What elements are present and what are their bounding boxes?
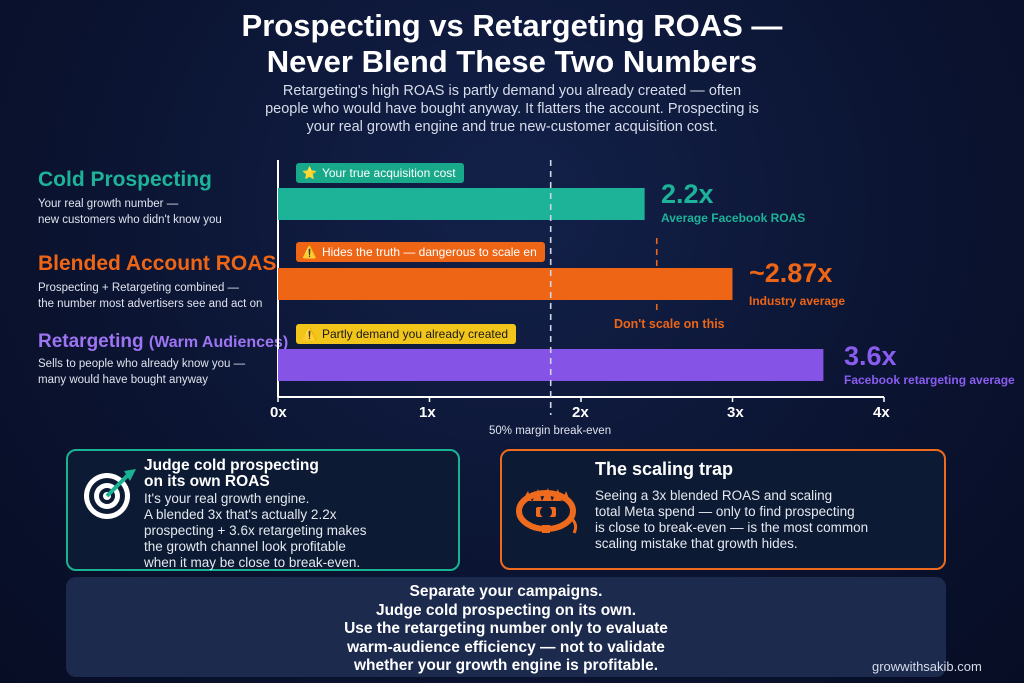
page-title-line2: Never Blend These Two Numbers [266, 44, 758, 79]
row-desc-prospecting-1: Your real growth number — [38, 198, 179, 210]
x-tick-4: 4x [873, 404, 890, 421]
breakeven-label: 50% margin break-even [489, 425, 612, 437]
footer-site: growwithsakib.com [872, 659, 982, 674]
warning-icon: ⚠️ [302, 327, 317, 341]
card-left-title-1: Judge cold prospecting [144, 457, 319, 474]
warning-icon: ⚠️ [302, 245, 317, 259]
row-desc-blended-2: the number most advertisers see and act … [38, 298, 263, 310]
page-title-line1: Prospecting vs Retargeting ROAS — [241, 8, 783, 43]
card-scaling-trap: The scaling trap Seeing a 3x blended ROA… [500, 449, 946, 570]
tag-prospecting: ⭐ Your true acquisition cost [296, 163, 464, 183]
tag-blended: ⚠️ Hides the truth — dangerous to scale e… [296, 242, 545, 262]
row-label-blended: Blended Account ROAS [38, 252, 277, 275]
tag-retargeting: ⚠️ Partly demand you already created [296, 324, 517, 344]
note-retargeting: Facebook retargeting average [844, 373, 1015, 387]
bottom-callout: Separate your campaigns. Judge cold pros… [66, 577, 946, 677]
target-icon [84, 469, 136, 519]
x-tick-3: 3x [727, 404, 744, 421]
star-icon: ⭐ [302, 166, 317, 180]
data-label-retargeting: 3.6x [844, 341, 897, 371]
data-label-prospecting: 2.2x [661, 179, 714, 209]
note-prospecting: Average Facebook ROAS [661, 211, 806, 225]
bear-trap-icon [516, 488, 578, 534]
card-left-title-2: on its own ROAS [144, 473, 270, 490]
row-label-prospecting: Cold Prospecting [38, 168, 212, 191]
card-left-body: It's your real growth engine. A blended … [144, 491, 367, 570]
note-blended: Industry average [749, 294, 846, 308]
card-right-body: Seeing a 3x blended ROAS and scaling tot… [595, 488, 869, 551]
row-label-retargeting-main: Retargeting [38, 331, 144, 352]
bar-retargeting [278, 349, 824, 381]
x-tick-2: 2x [572, 404, 589, 421]
row-desc-retargeting-1: Sells to people who already know you — [38, 358, 246, 370]
row-desc-blended-1: Prospecting + Retargeting combined — [38, 282, 240, 294]
page-subtitle: Retargeting's high ROAS is partly demand… [265, 83, 759, 135]
bar-prospecting [278, 188, 645, 220]
scale-warning-note: Don't scale on this [614, 317, 725, 331]
row-label-retargeting: Retargeting (Warm Audiences) [38, 331, 288, 353]
card-judge-prospecting: Judge cold prospecting on its own ROAS I… [66, 449, 460, 571]
data-label-blended: ~2.87x [749, 258, 833, 288]
card-right-title: The scaling trap [595, 459, 734, 479]
row-desc-retargeting-2: many would have bought anyway [38, 374, 209, 386]
bar-blended [278, 268, 733, 300]
bottom-callout-text: Separate your campaigns. Judge cold pros… [344, 583, 668, 674]
x-tick-1: 1x [419, 404, 436, 421]
row-desc-prospecting-2: new customers who didn't know you [38, 214, 222, 226]
row-label-retargeting-suffix: (Warm Audiences) [148, 334, 289, 351]
x-tick-0: 0x [270, 404, 287, 421]
